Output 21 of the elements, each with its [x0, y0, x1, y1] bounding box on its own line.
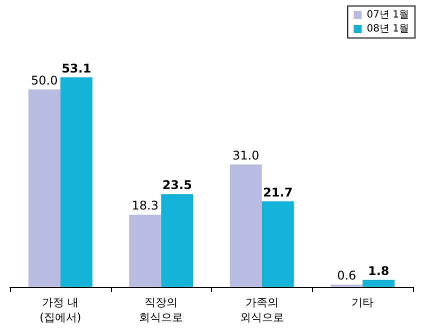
data-label: 23.5 — [162, 178, 192, 192]
data-label: 18.3 — [132, 198, 158, 213]
bar — [230, 164, 262, 287]
data-label: 1.8 — [368, 264, 390, 278]
x-tick-label: 가정 내 (집에서) — [40, 296, 82, 324]
bar — [28, 90, 60, 287]
bar — [262, 201, 294, 287]
bar — [129, 214, 162, 287]
data-label: 21.7 — [263, 185, 293, 200]
legend-label: 08년 1월 — [366, 24, 409, 34]
data-label: 50.0 — [31, 74, 58, 88]
bar — [60, 77, 92, 287]
data-label: 31.0 — [232, 148, 260, 163]
legend-label: 07년 1월 — [366, 10, 409, 20]
x-tick-label: 가족의 외식으로 — [240, 296, 284, 324]
data-label: 53.1 — [62, 61, 92, 76]
bar — [161, 194, 194, 287]
x-tick-label: 직장의 회식으로 — [139, 296, 184, 324]
bar — [362, 280, 395, 287]
x-tick-label: 기타 — [352, 296, 374, 309]
data-label: 0.6 — [337, 268, 356, 283]
